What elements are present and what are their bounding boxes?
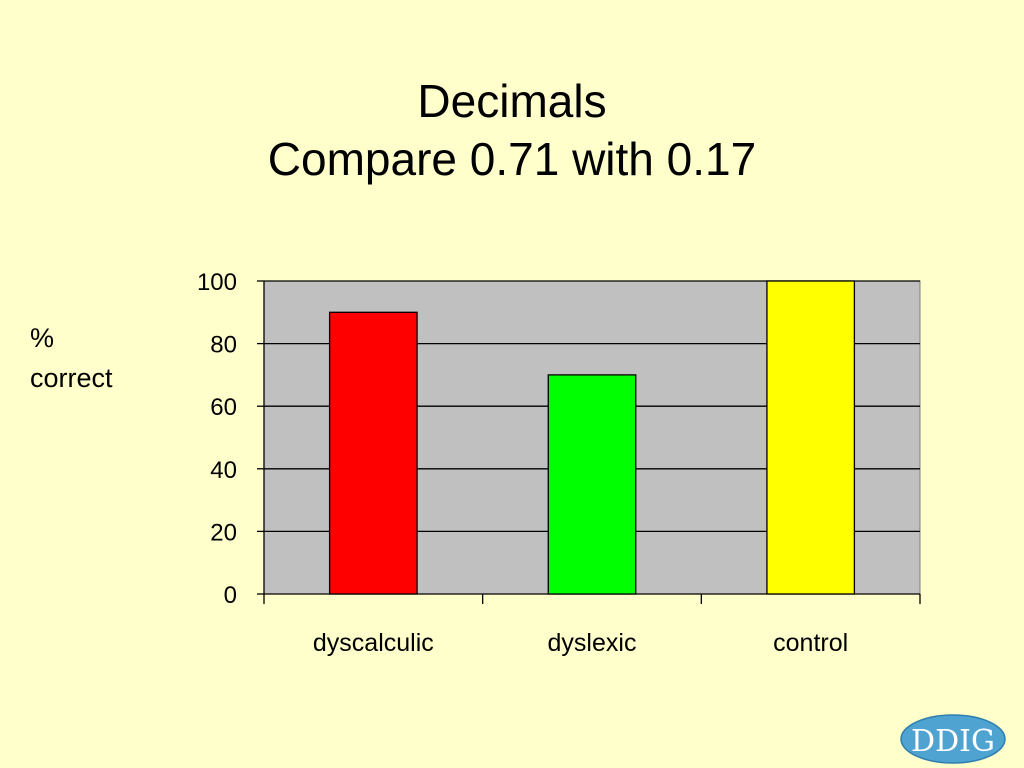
y-axis-label-line-2: correct <box>30 363 113 393</box>
title-line-2: Compare 0.71 with 0.17 <box>267 133 757 185</box>
x-tick-label: dyscalculic <box>313 629 434 657</box>
ddig-logo: DDIG <box>900 714 1006 764</box>
y-axis-label: % correct <box>30 318 113 398</box>
y-tick-label: 60 <box>210 394 237 421</box>
x-tick-label: dyslexic <box>548 629 637 657</box>
title-line-1: Decimals <box>417 75 607 127</box>
y-tick-label: 20 <box>210 519 237 546</box>
y-tick-label: 80 <box>210 332 237 359</box>
logo-ellipse <box>900 714 1006 764</box>
slide-title: Decimals Compare 0.71 with 0.17 <box>0 72 1024 188</box>
bar-control <box>766 280 856 595</box>
y-axis-label-line-1: % <box>30 323 55 353</box>
y-tick-label: 100 <box>197 269 237 296</box>
bar-dyslexic <box>547 374 637 595</box>
x-tick-label: control <box>773 629 848 657</box>
logo-text: DDIG <box>911 724 995 759</box>
bar-dyscalculic <box>328 311 418 595</box>
y-tick-label: 0 <box>224 582 237 609</box>
y-tick-label: 40 <box>210 457 237 484</box>
